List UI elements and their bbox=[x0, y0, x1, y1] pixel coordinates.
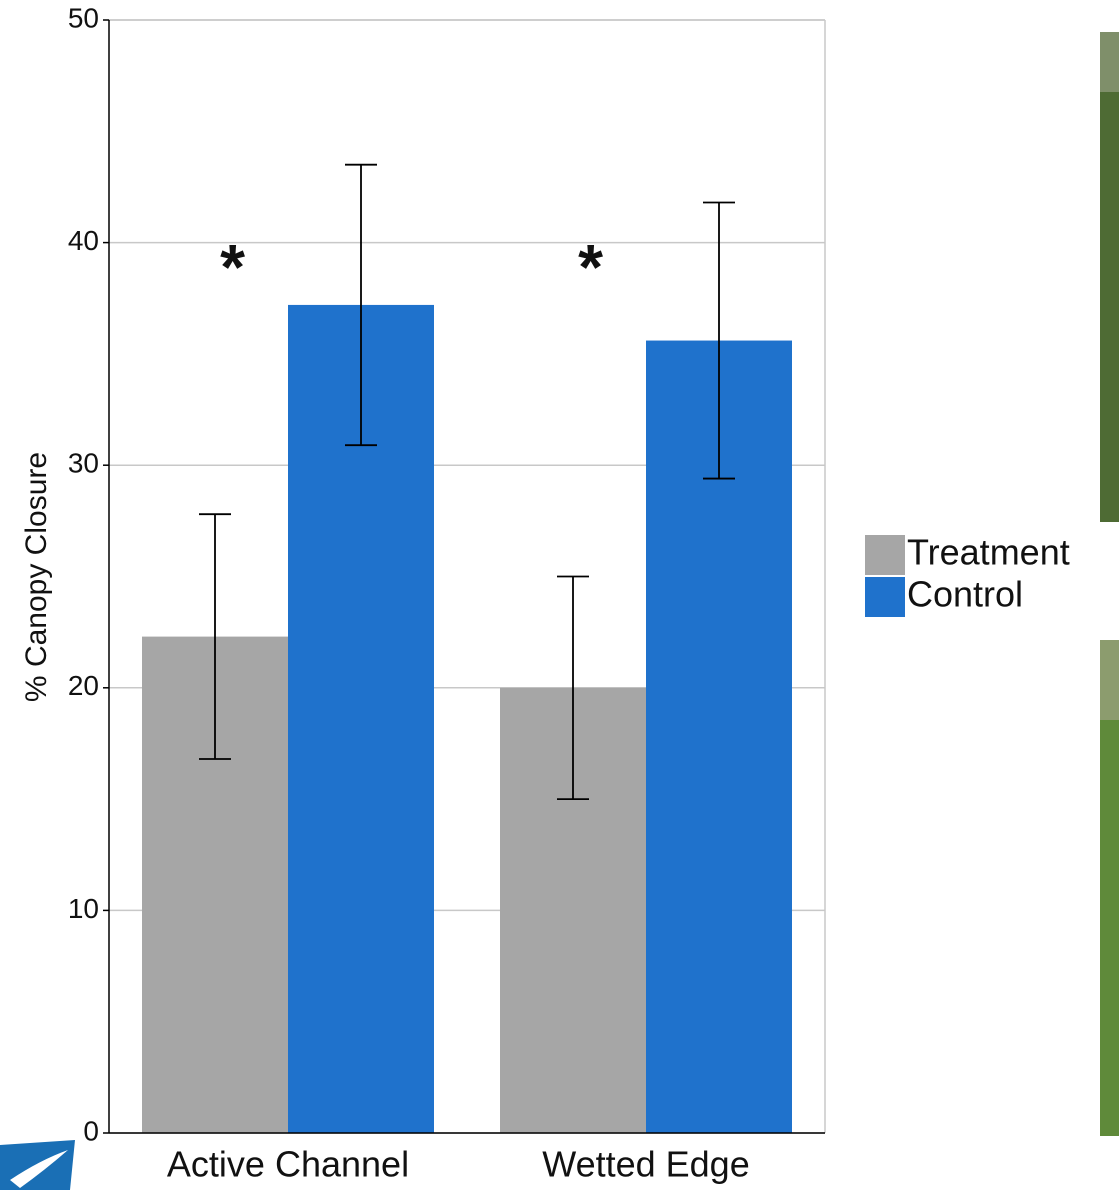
y-tick-label: 10 bbox=[68, 893, 99, 924]
annotation: * bbox=[220, 231, 245, 303]
legend-label: Control bbox=[907, 574, 1023, 615]
y-tick-label: 20 bbox=[68, 670, 99, 701]
photo bbox=[1100, 32, 1119, 522]
y-tick-label: 50 bbox=[68, 2, 99, 33]
x-tick-label: Wetted Edge bbox=[542, 1144, 749, 1185]
photo-detail bbox=[1100, 640, 1119, 720]
y-axis-label: % Canopy Closure bbox=[20, 452, 53, 702]
x-tick-label: Active Channel bbox=[167, 1144, 409, 1185]
chart: % Canopy Closure 0 10 20 30 40 50 Active Chann… bbox=[0, 0, 1119, 1190]
legend-label: Treatment bbox=[907, 532, 1070, 573]
annotation: * bbox=[578, 231, 603, 303]
y-tick-label: 40 bbox=[68, 225, 99, 256]
y-tick-label: 30 bbox=[68, 448, 99, 479]
y-tick-label: 0 bbox=[83, 1115, 99, 1146]
photo-detail bbox=[1100, 32, 1119, 92]
legend-swatch bbox=[865, 535, 905, 575]
legend-swatch bbox=[865, 577, 905, 617]
